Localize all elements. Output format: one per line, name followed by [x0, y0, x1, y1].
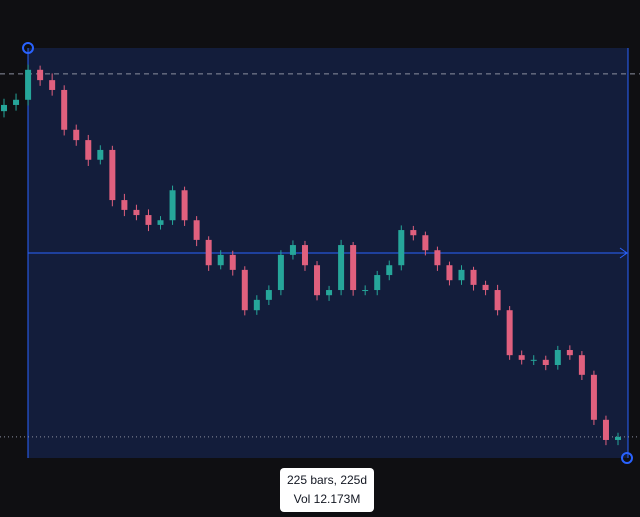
candle-body: [217, 254, 224, 266]
candle-body: [229, 254, 236, 270]
candle-body: [482, 284, 489, 291]
candle-body: [602, 419, 609, 440]
candle-body: [578, 355, 585, 375]
candle-body: [374, 275, 381, 291]
range-handle[interactable]: [621, 452, 633, 464]
candle-body: [350, 245, 357, 291]
candle-body: [289, 245, 296, 255]
volume-label: Vol 12.173M: [293, 492, 361, 506]
tooltip: 225 bars, 225d Vol 12.173M: [280, 468, 374, 512]
candle-body: [193, 220, 200, 240]
candle-body: [169, 190, 176, 221]
candle-body: [434, 250, 441, 266]
candle-body: [590, 374, 597, 420]
candle-body: [506, 310, 513, 356]
candle-body: [554, 350, 561, 366]
candle-body: [458, 269, 465, 281]
candle-body: [25, 69, 32, 100]
candle-body: [301, 245, 308, 266]
candle-body: [265, 290, 272, 300]
candle-body: [97, 149, 104, 160]
candle-body: [410, 230, 417, 236]
candle-body: [37, 69, 44, 81]
candle-body: [133, 209, 140, 216]
candle-body: [362, 290, 369, 292]
candle-body: [205, 239, 212, 266]
candle-body: [494, 290, 501, 311]
candle-body: [13, 99, 20, 105]
candle-body: [386, 265, 393, 276]
candle-body: [61, 89, 68, 130]
bars-label: 225 bars, 225d: [286, 473, 368, 487]
candle-body: [241, 269, 248, 311]
candle-body: [109, 149, 116, 201]
candle-body: [314, 265, 321, 296]
candle-body: [615, 436, 621, 440]
candle-body: [121, 200, 128, 210]
candle-body: [518, 355, 525, 360]
candle-body: [85, 140, 92, 160]
candle-body: [1, 104, 7, 112]
candles: [0, 64, 640, 446]
candle-body: [49, 80, 56, 90]
candle-body: [422, 235, 429, 251]
candle-body: [73, 129, 80, 141]
candle-body: [338, 245, 345, 291]
candle-body: [566, 350, 573, 356]
candle-body: [326, 290, 333, 296]
candle-body: [277, 254, 284, 291]
candle-body: [470, 269, 477, 285]
candle-body: [145, 215, 152, 225]
candle-body: [398, 230, 405, 266]
candle-body: [530, 359, 537, 361]
range-handle[interactable]: [22, 42, 34, 54]
candle-body: [542, 359, 549, 366]
candle-body: [253, 299, 260, 311]
candle-body: [157, 220, 164, 225]
arrow-head: [619, 247, 628, 259]
candle-body: [446, 265, 453, 281]
candle-body: [181, 190, 188, 221]
